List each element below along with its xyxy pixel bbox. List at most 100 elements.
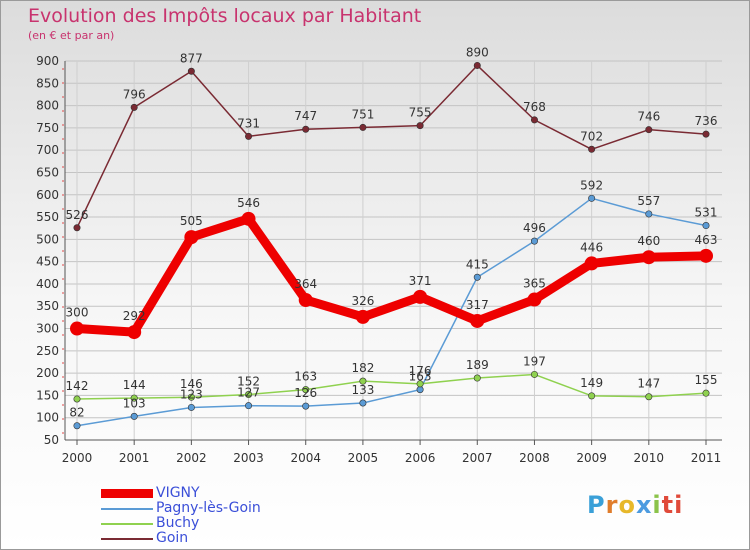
y-tick-label: 800 [36, 99, 59, 113]
data-point [127, 325, 142, 340]
x-tick-label: 2000 [62, 451, 93, 465]
data-label: 326 [351, 294, 374, 308]
data-label: 144 [123, 378, 146, 392]
y-tick-label: 850 [36, 76, 59, 90]
data-label: 182 [351, 361, 374, 375]
data-point [416, 122, 424, 130]
y-tick-label: 250 [36, 344, 59, 358]
data-point [702, 222, 710, 230]
data-point [73, 422, 81, 430]
y-tick-label: 350 [36, 299, 59, 313]
data-point [73, 395, 81, 403]
data-labels: 526 796 877 731 747 751 755 890 768 702 746 736 82 10… [66, 45, 718, 419]
data-point [588, 194, 596, 202]
data-label: 364 [294, 277, 317, 291]
data-label: 103 [123, 396, 146, 410]
data-label: 176 [409, 364, 432, 378]
data-label: 82 [69, 406, 84, 420]
data-label: 751 [351, 107, 374, 121]
x-tick-label: 2009 [576, 451, 607, 465]
legend-swatch-pagny [101, 508, 153, 510]
legend-label: Buchy [156, 515, 200, 531]
data-label: 155 [695, 373, 718, 387]
data-point [359, 399, 367, 407]
data-label: 189 [466, 358, 489, 372]
series-group [70, 61, 713, 430]
series-line-pagnylsgoin [76, 197, 707, 427]
data-label: 755 [409, 106, 432, 120]
data-label: 147 [637, 377, 660, 391]
data-point [241, 211, 256, 226]
logo-letter: r [605, 491, 619, 519]
legend-swatch-goin [101, 538, 153, 540]
y-tick-label: 500 [36, 232, 59, 246]
data-point [187, 67, 195, 75]
data-point [699, 248, 713, 263]
x-tick-label: 2004 [290, 451, 321, 465]
series-line-goin [76, 64, 707, 229]
legend-swatch-buchy [101, 523, 153, 525]
data-point [473, 61, 481, 69]
data-label: 460 [637, 234, 660, 248]
data-label: 133 [351, 383, 374, 397]
data-label: 292 [123, 309, 146, 323]
data-point [702, 389, 710, 397]
data-label: 371 [409, 274, 432, 288]
data-point [527, 292, 542, 307]
data-point [187, 403, 195, 411]
data-label: 557 [637, 194, 660, 208]
x-tick-label: 2007 [462, 451, 493, 465]
y-tick-label: 400 [36, 277, 59, 291]
y-tick-label: 150 [36, 388, 59, 402]
data-point [302, 125, 310, 133]
x-tick-label: 2010 [634, 451, 665, 465]
legend-label: Pagny-lès-Goin [156, 500, 261, 516]
data-point [645, 126, 653, 134]
data-point [641, 250, 656, 265]
data-point [470, 313, 485, 328]
data-label: 496 [523, 221, 546, 235]
x-tick-label: 2002 [176, 451, 207, 465]
data-label: 731 [237, 116, 260, 130]
data-point [245, 402, 253, 410]
grid [65, 60, 722, 441]
proxiti-logo: Proxiti [587, 491, 683, 519]
legend-label: VIGNY [156, 485, 200, 501]
data-point [416, 386, 424, 394]
data-label: 505 [180, 214, 203, 228]
data-point [530, 370, 538, 378]
y-tick-label: 750 [36, 121, 59, 135]
data-label: 746 [637, 110, 660, 124]
data-point [130, 412, 138, 420]
data-label: 531 [695, 206, 718, 220]
data-label: 197 [523, 354, 546, 368]
data-point [588, 145, 596, 153]
data-label: 127 [237, 386, 260, 400]
y-tick-label: 550 [36, 210, 59, 224]
data-point [702, 130, 710, 138]
data-label: 446 [580, 240, 603, 254]
data-label: 702 [580, 129, 603, 143]
x-tick-label: 2006 [405, 451, 436, 465]
series-line-buchy [76, 373, 707, 400]
data-point [302, 386, 310, 394]
data-point [130, 103, 138, 111]
data-point [70, 321, 84, 336]
y-tick-label: 650 [36, 165, 59, 179]
y-tick-label: 450 [36, 255, 59, 269]
data-point [245, 391, 253, 399]
data-label: 546 [237, 196, 260, 210]
axes: 50 100 150 200 250 300 350 400 450 500 550 600 650 70… [36, 54, 722, 465]
data-point [302, 402, 310, 410]
data-point [187, 393, 195, 401]
logo-letter: P [587, 491, 606, 519]
x-tick-label: 2001 [119, 451, 150, 465]
data-label: 526 [66, 208, 89, 222]
data-point [584, 256, 599, 271]
data-point [359, 123, 367, 131]
logo-letter: o [618, 491, 636, 519]
data-label: 149 [580, 376, 603, 390]
y-tick-label: 600 [36, 188, 59, 202]
logo-letter: x [635, 491, 653, 519]
